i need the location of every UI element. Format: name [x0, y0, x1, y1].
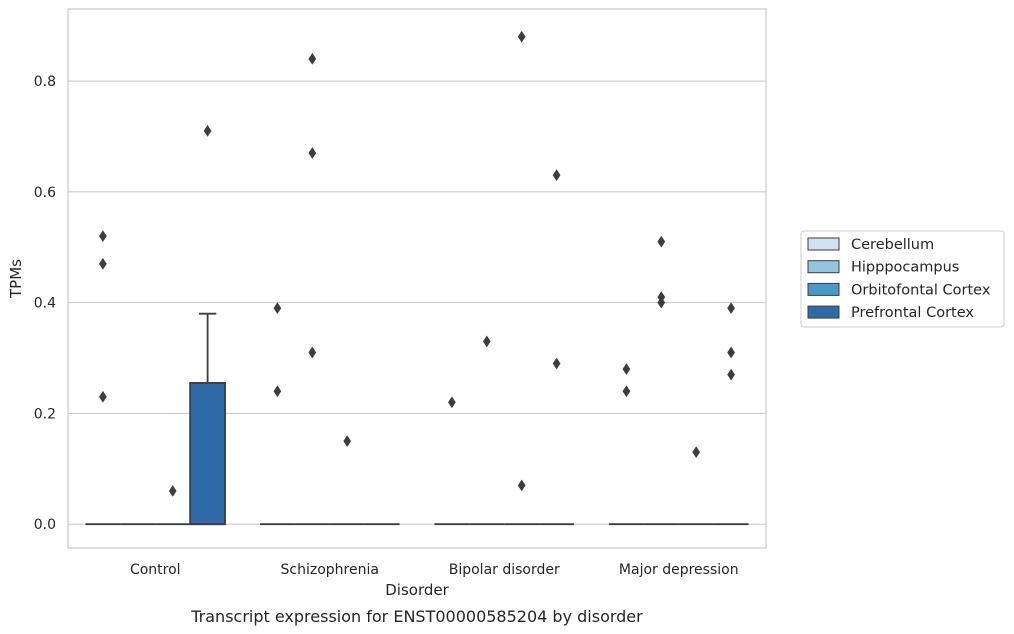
- outlier-point: [552, 357, 561, 370]
- x-tick-label: Bipolar disorder: [449, 562, 560, 578]
- outlier-point: [308, 52, 317, 65]
- box-prefrontal-cortex: [189, 312, 226, 526]
- legend-label: Hipppocampus: [851, 260, 959, 276]
- y-tick-label: 0.8: [34, 74, 56, 90]
- outlier-point: [308, 147, 317, 159]
- outlier-point: [517, 30, 526, 43]
- outlier-point: [273, 302, 282, 315]
- legend-label: Prefrontal Cortex: [851, 305, 974, 321]
- outlier-point: [657, 296, 666, 309]
- x-tick-label: Major depression: [619, 562, 739, 578]
- outlier-point: [692, 446, 701, 459]
- x-tick-label: Control: [130, 562, 181, 578]
- x-axis-title: Disorder: [385, 581, 449, 599]
- outlier-point: [552, 169, 561, 182]
- legend-label: Orbitofontal Cortex: [851, 282, 991, 298]
- y-tick-label: 0.6: [34, 185, 56, 201]
- legend-items: Cerebellum Hipppocampus Orbitofontal Corte…: [807, 237, 991, 321]
- outlier-point: [99, 257, 107, 270]
- outlier-point: [448, 396, 456, 409]
- y-axis-ticks: 0.0 0.2 0.4 0.6 0.8: [34, 74, 56, 533]
- outlier-point: [308, 346, 317, 359]
- y-tick-label: 0.4: [34, 296, 56, 312]
- outlier-point: [482, 335, 491, 348]
- outlier-point: [727, 302, 735, 315]
- outlier-point: [517, 479, 526, 492]
- legend-swatch: [807, 260, 840, 274]
- outlier-point: [657, 235, 666, 248]
- x-tick-label: Schizophrenia: [281, 562, 379, 578]
- legend-frame: [800, 230, 1005, 328]
- outlier-point: [168, 484, 177, 497]
- outlier-point: [727, 346, 735, 359]
- outliers-layer: [99, 30, 735, 497]
- outlier-point: [273, 385, 282, 398]
- outlier-point: [622, 363, 631, 376]
- plot-area-frame: [67, 8, 767, 549]
- x-axis-ticks: Control Schizophrenia Bipolar disorder Majo…: [130, 562, 739, 578]
- chart-caption: Transcript expression for ENST0000058520…: [190, 607, 643, 626]
- outlier-point: [99, 230, 107, 243]
- outlier-point: [622, 385, 631, 398]
- outlier-point: [727, 368, 735, 381]
- legend-swatch: [807, 282, 840, 296]
- legend-swatch: [807, 305, 840, 319]
- legend: Cerebellum Hipppocampus Orbitofontal Corte…: [800, 230, 1005, 328]
- y-tick-label: 0.0: [34, 517, 56, 533]
- legend-swatch: [807, 237, 840, 251]
- outlier-point: [343, 435, 352, 448]
- y-tick-label: 0.2: [34, 406, 56, 422]
- outlier-point: [203, 124, 212, 137]
- boxes-layer: [85, 312, 749, 526]
- legend-label: Cerebellum: [851, 237, 934, 253]
- outlier-point: [99, 390, 107, 403]
- box-body: [189, 382, 226, 526]
- y-axis-title: TPMs: [7, 259, 25, 299]
